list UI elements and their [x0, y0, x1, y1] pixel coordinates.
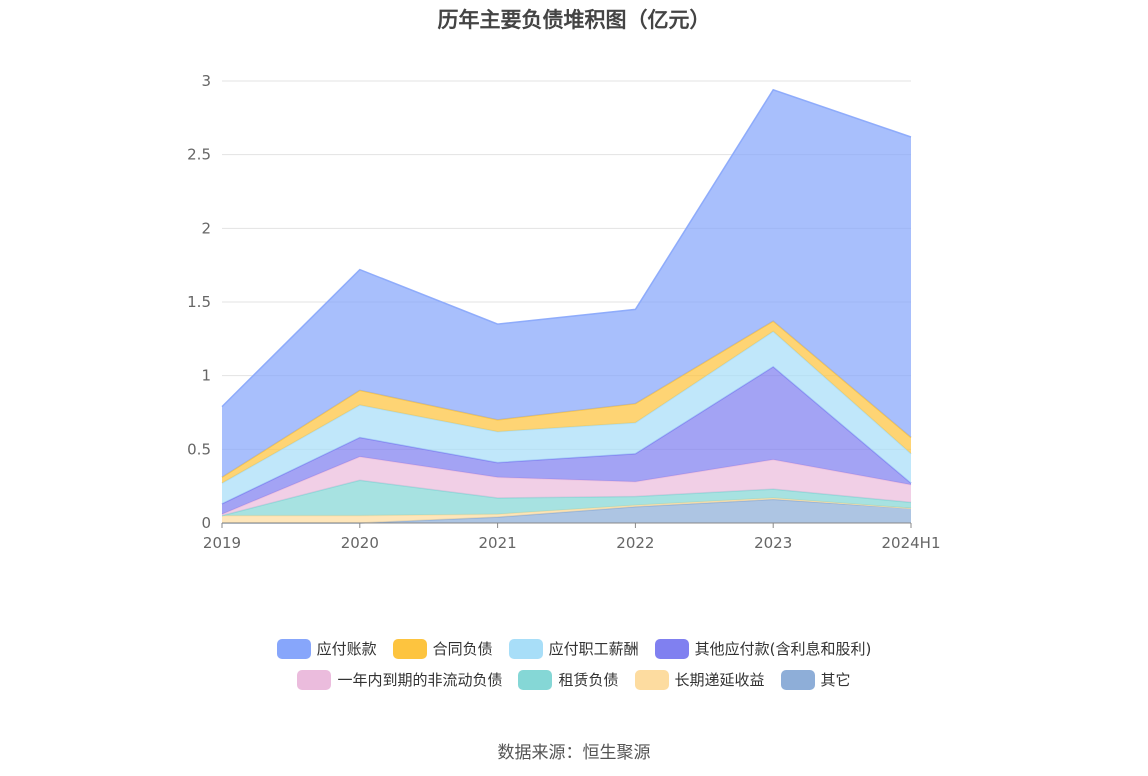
legend-label: 应付账款 [316, 640, 377, 658]
legend-swatch [276, 638, 311, 659]
y-tick-label: 2.5 [187, 146, 211, 164]
legend-row: 一年内到期的非流动负债 租赁负债 长期递延收益 其它 [297, 669, 851, 690]
y-tick-label: 1.5 [187, 293, 211, 311]
legend-swatch [508, 638, 543, 659]
area-4[interactable] [222, 456, 911, 516]
legend-item[interactable]: 应付账款 [276, 638, 377, 659]
y-tick-label: 0.5 [187, 440, 211, 458]
legend-label: 租赁负债 [558, 671, 619, 689]
legend-item[interactable]: 一年内到期的非流动负债 [297, 669, 502, 690]
area-5[interactable] [222, 366, 911, 515]
y-tick-label: 3 [201, 72, 211, 90]
legend-swatch [634, 669, 669, 690]
chart-title: 历年主要负债堆积图（亿元） [437, 8, 711, 32]
legend-swatch [518, 669, 553, 690]
legend-label: 其他应付款(含利息和股利) [694, 640, 872, 658]
legend-item[interactable]: 其它 [780, 669, 851, 690]
legend-swatch [780, 669, 815, 690]
axes: 0 0.5 1 1.5 2 2.5 3 2019 2020 2021 2022 2023 2024H1 [187, 72, 940, 552]
x-tick-label: 2020 [341, 534, 379, 552]
legend-swatch [297, 669, 332, 690]
stacked-area-chart: 0 0.5 1 1.5 2 2.5 3 2019 2020 2021 2022 2023 2024H1 [187, 72, 940, 552]
x-tick-label: 2022 [616, 534, 654, 552]
x-tick-label: 2019 [203, 534, 241, 552]
y-tick-label: 1 [201, 367, 211, 385]
legend-item[interactable]: 租赁负债 [518, 669, 619, 690]
area-8[interactable] [222, 89, 911, 478]
legend-swatch [392, 638, 427, 659]
area-edge-8 [221, 88, 912, 408]
x-tick-label: 2021 [479, 534, 517, 552]
legend-row: 应付账款 合同负债 应付职工薪酬 其他应付款(含利息和股利) [276, 638, 872, 659]
legend-item[interactable]: 应付职工薪酬 [508, 638, 639, 659]
legend-item[interactable]: 长期递延收益 [634, 669, 765, 690]
x-tick-label: 2024H1 [882, 534, 941, 552]
area-6[interactable] [222, 331, 911, 504]
legend-label: 一年内到期的非流动负债 [337, 671, 503, 689]
x-tick-label: 2023 [754, 534, 792, 552]
source-note: 数据来源：恒生聚源 [497, 743, 651, 763]
legend-label: 其它 [820, 671, 851, 689]
area-1[interactable] [222, 499, 911, 523]
y-tick-label: 0 [201, 514, 211, 532]
area-7[interactable] [222, 321, 911, 484]
legend-item[interactable]: 合同负债 [392, 638, 493, 659]
area-series [221, 88, 912, 524]
legend-swatch [654, 638, 689, 659]
y-tick-label: 2 [201, 219, 211, 237]
legend: 应付账款 合同负债 应付职工薪酬 其他应付款(含利息和股利) 一年内到期的非流动负债 租赁… [0, 638, 1148, 690]
legend-label: 长期递延收益 [674, 671, 765, 689]
legend-label: 应付职工薪酬 [548, 640, 639, 658]
legend-label: 合同负债 [432, 640, 493, 658]
legend-item[interactable]: 其他应付款(含利息和股利) [654, 638, 872, 659]
